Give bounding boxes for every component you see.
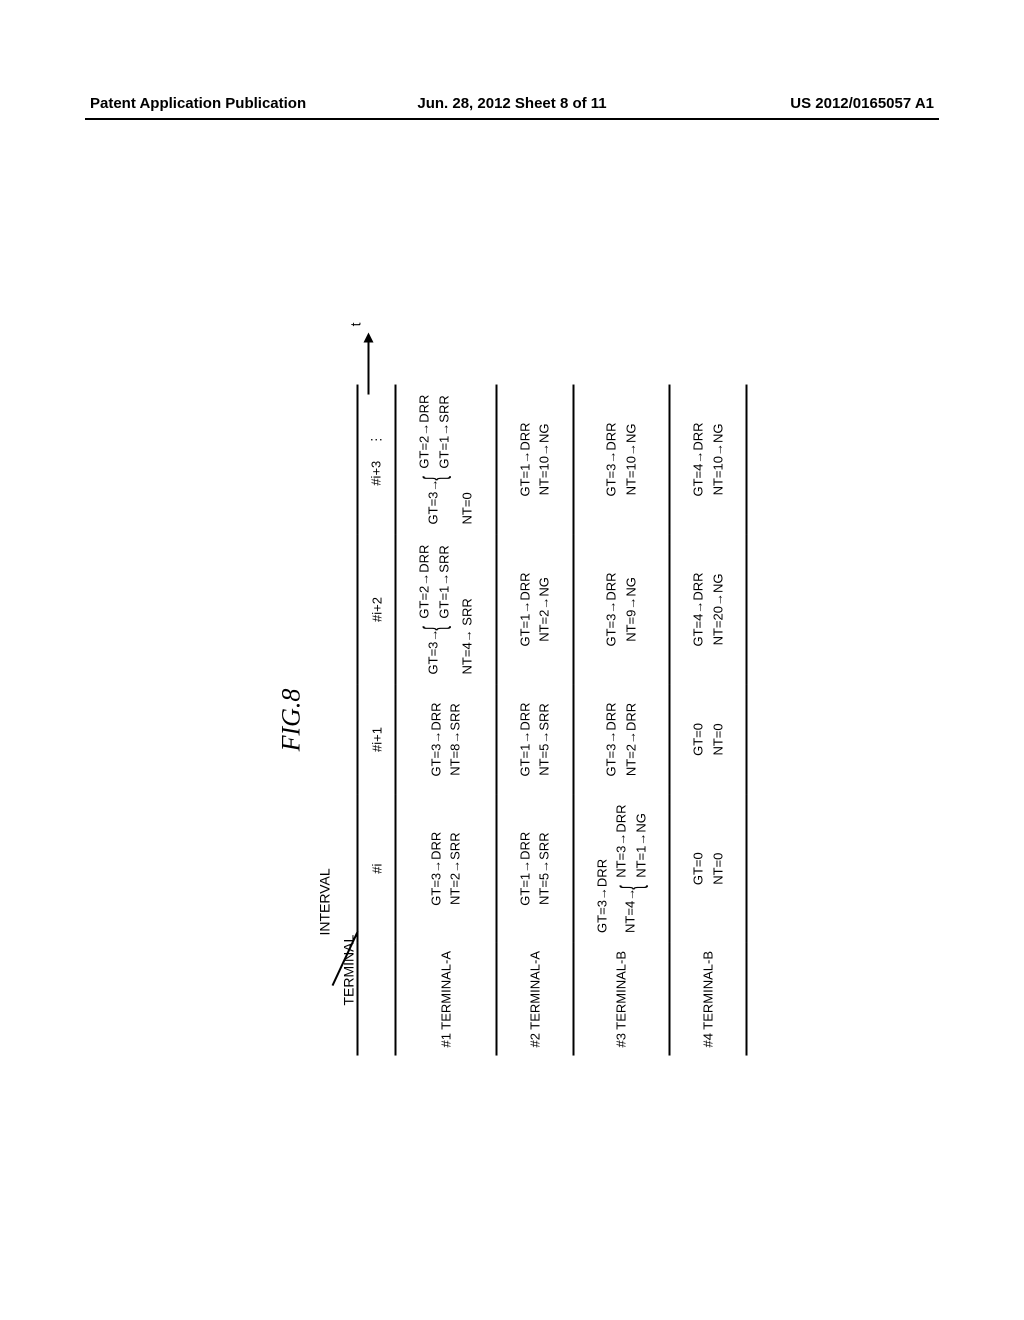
timing-table: #i #i+1 #i+2 #i+3 ⋮ t #1 TERMINAL-A GT=3→… xyxy=(357,384,748,1055)
table-cell: GT=3→DRRNT=10→NG xyxy=(573,384,670,534)
table-cell: GT=4→DRRNT=10→NG xyxy=(670,384,747,534)
col-i3: #i+3 ⋮ t xyxy=(358,384,396,534)
cell-content: GT=3→DRRNT=4→NT=3→DRRNT=1→NG xyxy=(592,804,651,932)
table-cell: GT=3→GT=2→DRRGT=1→SRRNT=4→ SRR xyxy=(396,534,497,684)
figure-title: FIG.8 xyxy=(277,384,307,1055)
cell-content: GT=3→DRRNT=2→DRR xyxy=(602,694,641,784)
table-cell: GT=3→DRRNT=8→SRR xyxy=(396,684,497,794)
table-row: #4 TERMINAL-B GT=0NT=0 GT=0NT=0 GT=4→DRRNT=… xyxy=(670,384,747,1055)
table-cell: GT=1→DRRNT=5→SRR xyxy=(496,684,573,794)
row-label: #1 TERMINAL-A xyxy=(396,943,497,1056)
table-cell: GT=1→DRRNT=5→SRR xyxy=(496,794,573,942)
corner-cell xyxy=(358,943,396,1056)
cell-content: GT=4→DRRNT=10→NG xyxy=(689,394,728,524)
table-row: #1 TERMINAL-A GT=3→DRRNT=2→SRR GT=3→DRRNT=… xyxy=(396,384,497,1055)
figure-container: FIG.8 INTERVAL TERMINAL #i #i+1 #i+2 #i+… xyxy=(277,384,748,1055)
table-cell: GT=1→DRRNT=10→NG xyxy=(496,384,573,534)
interval-label: INTERVAL xyxy=(317,868,333,935)
table-cell: GT=3→GT=2→DRRGT=1→SRRNT=0 xyxy=(396,384,497,534)
cell-content: GT=0NT=0 xyxy=(689,804,728,932)
cell-content: GT=1→DRRNT=2→NG xyxy=(515,544,554,674)
patent-header: Patent Application Publication Jun. 28, … xyxy=(0,95,1024,112)
column-header-row: #i #i+1 #i+2 #i+3 ⋮ t xyxy=(358,384,396,1055)
col-dots: ⋮ xyxy=(369,433,384,446)
table-cell: GT=3→DRRNT=2→SRR xyxy=(396,794,497,942)
table-cell: GT=3→DRRNT=2→DRR xyxy=(573,684,670,794)
cell-content: GT=3→DRRNT=9→NG xyxy=(602,544,641,674)
table-cell: GT=3→DRRNT=4→NT=3→DRRNT=1→NG xyxy=(573,794,670,942)
cell-content: GT=1→DRRNT=10→NG xyxy=(515,394,554,524)
table-cell: GT=1→DRRNT=2→NG xyxy=(496,534,573,684)
row-label: #4 TERMINAL-B xyxy=(670,943,747,1056)
cell-content: GT=1→DRRNT=5→SRR xyxy=(515,804,554,932)
table-cell: GT=0NT=0 xyxy=(670,684,747,794)
table-cell: GT=0NT=0 xyxy=(670,794,747,942)
cell-content: GT=3→DRRNT=10→NG xyxy=(602,394,641,524)
time-label: t xyxy=(348,322,364,326)
row-label: #2 TERMINAL-A xyxy=(496,943,573,1056)
time-arrow xyxy=(368,334,370,394)
cell-content: GT=3→GT=2→DRRGT=1→SRRNT=0 xyxy=(415,394,478,524)
table-row: #3 TERMINAL-B GT=3→DRRNT=4→NT=3→DRRNT=1→N… xyxy=(573,384,670,1055)
col-i3-label: #i+3 xyxy=(369,461,384,486)
cell-content: GT=1→DRRNT=5→SRR xyxy=(515,694,554,784)
col-i1: #i+1 xyxy=(358,684,396,794)
table-cell: GT=4→DRRNT=20→NG xyxy=(670,534,747,684)
col-i2: #i+2 xyxy=(358,534,396,684)
cell-content: GT=3→DRRNT=2→SRR xyxy=(426,804,465,932)
header-rule xyxy=(85,118,939,120)
header-right: US 2012/0165057 A1 xyxy=(790,95,934,112)
cell-content: GT=0NT=0 xyxy=(689,694,728,784)
cell-content: GT=3→GT=2→DRRGT=1→SRRNT=4→ SRR xyxy=(415,544,478,674)
terminal-label: TERMINAL xyxy=(341,935,357,1006)
row-label: #3 TERMINAL-B xyxy=(573,943,670,1056)
cell-content: GT=3→DRRNT=8→SRR xyxy=(426,694,465,784)
col-i: #i xyxy=(358,794,396,942)
header-left: Patent Application Publication xyxy=(90,95,306,112)
header-center: Jun. 28, 2012 Sheet 8 of 11 xyxy=(417,95,606,112)
axis-labels: INTERVAL TERMINAL xyxy=(327,384,357,975)
cell-content: GT=4→DRRNT=20→NG xyxy=(689,544,728,674)
table-row: #2 TERMINAL-A GT=1→DRRNT=5→SRR GT=1→DRRNT=… xyxy=(496,384,573,1055)
table-cell: GT=3→DRRNT=9→NG xyxy=(573,534,670,684)
page: Patent Application Publication Jun. 28, … xyxy=(0,0,1024,1320)
